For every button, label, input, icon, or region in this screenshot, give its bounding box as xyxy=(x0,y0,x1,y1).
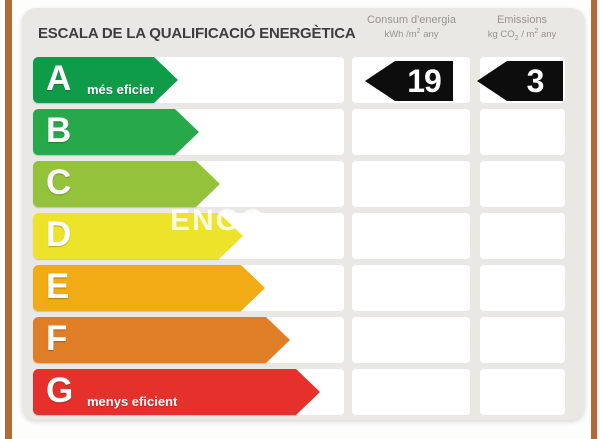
consum-value: 19 xyxy=(407,63,442,99)
rating-letter: C xyxy=(46,163,72,203)
consum-cell xyxy=(352,369,470,415)
rating-arrow: D xyxy=(33,213,243,259)
page-title: ESCALA DE LA QUALIFICACIÓ ENERGÈTICA xyxy=(38,25,356,42)
emissions-cell xyxy=(480,317,565,363)
emissions-cell xyxy=(480,265,565,311)
emissions-header-label: Emissions xyxy=(496,14,548,26)
consum-cell xyxy=(352,161,470,207)
rating-row: F xyxy=(22,317,585,363)
consum-cell xyxy=(352,265,470,311)
consum-cell xyxy=(352,317,470,363)
energy-scale-card: ESCALA DE LA QUALIFICACIÓ ENERGÈTICA Con… xyxy=(22,8,585,420)
rating-arrow: F xyxy=(33,317,290,363)
rating-row: D xyxy=(22,213,585,259)
left-frame-strip xyxy=(5,0,12,439)
rating-arrow: G menys eficient xyxy=(33,369,320,415)
rating-arrow-tip-icon xyxy=(266,317,290,363)
rating-arrow-tip-icon xyxy=(196,161,220,207)
emissions-value: 3 xyxy=(526,63,545,99)
rating-arrow: C xyxy=(33,161,220,207)
rating-arrow: B xyxy=(33,109,199,155)
rating-arrow: A més eficient xyxy=(33,57,178,103)
emissions-header-units: kg CO2 / m2 any xyxy=(487,27,557,42)
rating-letter: A xyxy=(46,59,72,99)
rating-arrow-tip-icon xyxy=(296,369,320,415)
rating-row: E xyxy=(22,265,585,311)
consum-header-units: kWh /m2 any xyxy=(384,27,439,40)
rating-letter: B xyxy=(46,111,72,151)
rating-row: A més eficient 19 3 xyxy=(22,57,585,103)
consum-header-label: Consum d'energia xyxy=(367,14,456,26)
emissions-cell xyxy=(480,213,565,259)
rating-sublabel: més eficient xyxy=(87,82,163,97)
column-header-consum: Consum d'energia kWh /m2 any xyxy=(344,14,479,41)
rating-row: C xyxy=(22,161,585,207)
rating-arrow-tip-icon xyxy=(175,109,199,155)
emissions-cell xyxy=(480,369,565,415)
rating-arrow: E xyxy=(33,265,265,311)
column-header-emissions: Emissions kg CO2 / m2 any xyxy=(472,14,572,44)
rating-letter: F xyxy=(46,319,68,359)
emissions-cell xyxy=(480,109,565,155)
rating-arrow-tip-icon xyxy=(154,57,178,103)
consum-cell xyxy=(352,213,470,259)
right-frame-strip xyxy=(591,0,597,439)
rating-arrow-tip-icon xyxy=(241,265,265,311)
rating-row: G menys eficient xyxy=(22,369,585,415)
rating-letter: G xyxy=(46,371,74,411)
rating-letter: D xyxy=(46,215,72,255)
emissions-cell xyxy=(480,161,565,207)
rating-arrow-tip-icon xyxy=(219,213,243,259)
rating-sublabel: menys eficient xyxy=(87,394,178,409)
consum-cell xyxy=(352,109,470,155)
rating-letter: E xyxy=(46,267,70,307)
rating-row: B xyxy=(22,109,585,155)
rating-rows: A més eficient 19 3 B C xyxy=(22,8,585,420)
